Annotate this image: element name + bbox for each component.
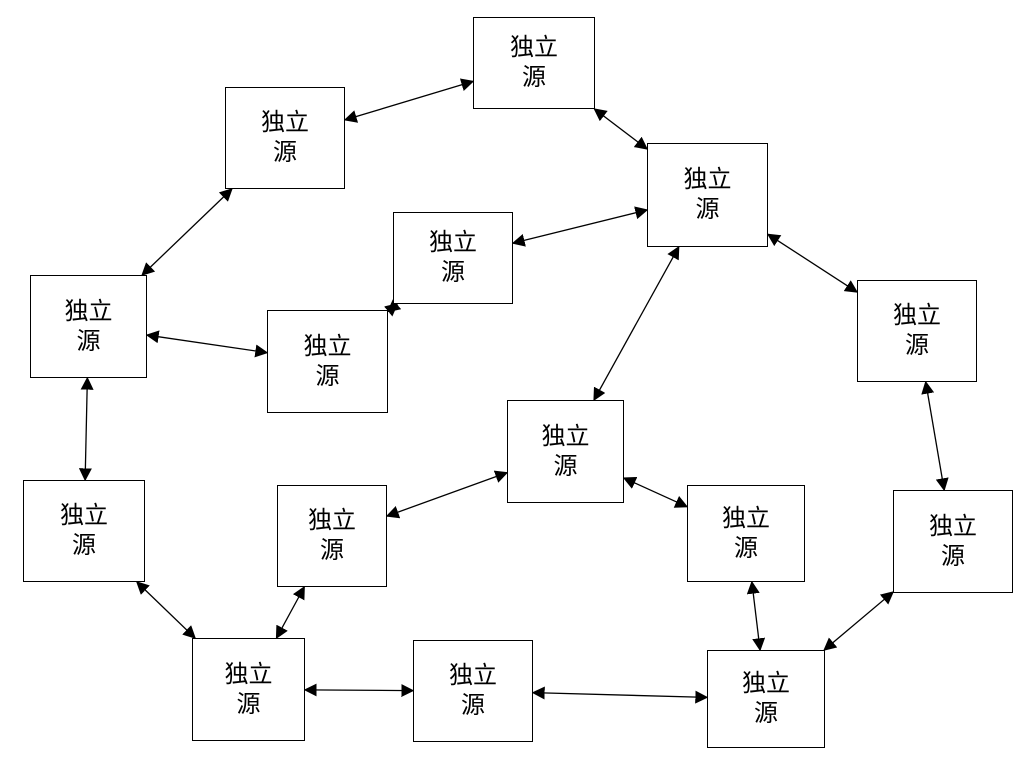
edge-n3-n7 — [768, 234, 857, 292]
node-label-line1: 独立 — [510, 33, 558, 63]
node-label-line1: 独立 — [893, 301, 941, 331]
edge-n11-n15 — [752, 582, 760, 650]
node-n8: 独立源 — [507, 400, 624, 503]
edge-n15-n12 — [824, 592, 893, 650]
node-label-line1: 独立 — [60, 501, 108, 531]
edge-n9-n13 — [137, 582, 195, 638]
node-label-line2: 源 — [554, 452, 578, 482]
node-n9: 独立源 — [23, 480, 145, 582]
node-label-line1: 独立 — [722, 504, 770, 534]
node-label-line1: 独立 — [684, 165, 732, 195]
node-n14: 独立源 — [413, 640, 533, 742]
diagram-canvas: 独立源独立源独立源独立源独立源独立源独立源独立源独立源独立源独立源独立源独立源独… — [0, 0, 1031, 770]
node-n15: 独立源 — [707, 650, 825, 748]
edge-n2-n5 — [142, 189, 232, 275]
node-label-line2: 源 — [77, 327, 101, 357]
node-n3: 独立源 — [647, 143, 768, 247]
edge-n3-n8 — [594, 247, 679, 400]
node-label-line2: 源 — [941, 542, 965, 572]
node-label-line2: 源 — [734, 534, 758, 564]
edge-n6-n4 — [388, 304, 397, 312]
node-label-line1: 独立 — [449, 661, 497, 691]
node-n11: 独立源 — [687, 485, 805, 582]
edge-n8-n11 — [624, 478, 687, 507]
node-label-line1: 独立 — [65, 297, 113, 327]
node-label-line2: 源 — [754, 699, 778, 729]
edge-n13-n10 — [277, 587, 305, 638]
node-label-line1: 独立 — [261, 108, 309, 138]
node-label-line1: 独立 — [542, 422, 590, 452]
node-label-line2: 源 — [696, 195, 720, 225]
node-n4: 独立源 — [393, 212, 513, 304]
node-n10: 独立源 — [277, 485, 387, 587]
edge-n10-n8 — [387, 473, 507, 516]
node-n12: 独立源 — [893, 490, 1013, 593]
node-n7: 独立源 — [857, 280, 977, 382]
node-label-line2: 源 — [72, 531, 96, 561]
node-label-line1: 独立 — [742, 669, 790, 699]
node-label-line2: 源 — [522, 63, 546, 93]
node-label-line2: 源 — [441, 258, 465, 288]
node-label-line2: 源 — [273, 138, 297, 168]
node-label-line1: 独立 — [225, 660, 273, 690]
node-label-line2: 源 — [320, 536, 344, 566]
node-label-line1: 独立 — [304, 332, 352, 362]
node-label-line2: 源 — [905, 331, 929, 361]
edge-n4-n3 — [513, 210, 647, 243]
node-label-line2: 源 — [461, 691, 485, 721]
edge-n7-n12 — [926, 382, 944, 490]
edge-n1-n3 — [594, 109, 647, 149]
edge-n13-n14 — [305, 690, 413, 691]
node-label-line2: 源 — [316, 362, 340, 392]
node-n1: 独立源 — [473, 17, 595, 109]
edge-n5-n6 — [147, 335, 267, 353]
edge-n5-n9 — [85, 378, 87, 480]
node-label-line2: 源 — [237, 690, 261, 720]
edge-n14-n15 — [533, 693, 707, 698]
node-label-line1: 独立 — [929, 512, 977, 542]
node-n13: 独立源 — [192, 638, 305, 741]
node-label-line1: 独立 — [429, 228, 477, 258]
node-n6: 独立源 — [267, 310, 388, 413]
node-n2: 独立源 — [225, 87, 345, 189]
edge-n1-n2 — [345, 81, 473, 120]
node-n5: 独立源 — [30, 275, 147, 378]
node-label-line1: 独立 — [308, 506, 356, 536]
